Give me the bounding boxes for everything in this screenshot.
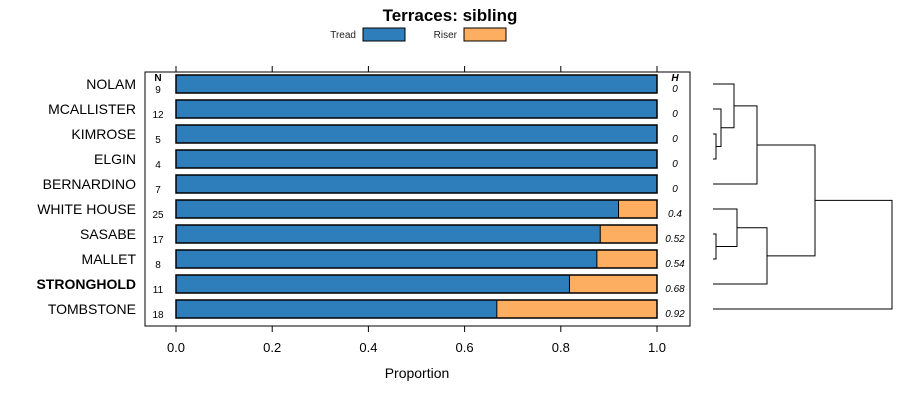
bar-tread — [176, 275, 570, 293]
dendrogram-branch — [713, 227, 768, 285]
dendrogram — [713, 83, 893, 310]
bar-outline — [175, 224, 658, 244]
bar-riser — [600, 225, 657, 243]
row-n-value: 7 — [155, 185, 161, 196]
row-label: WHITE HOUSE — [37, 201, 136, 217]
bar-row: NOLAM 9 0 — [86, 74, 678, 96]
row-h-value: 0.52 — [665, 234, 685, 245]
legend: Tread Riser — [330, 27, 507, 42]
row-n-value: 17 — [152, 235, 164, 246]
bar-row: ELGIN 4 0 — [94, 149, 678, 171]
bar-tread — [176, 150, 657, 168]
legend-swatch-riser — [463, 27, 507, 42]
plot-panel — [144, 71, 691, 327]
n-column-header: N — [154, 73, 161, 84]
bar-tread — [176, 225, 601, 243]
x-tick-label: 1.0 — [648, 340, 666, 355]
chart-title: Terraces: sibling — [383, 6, 518, 25]
bar-outline — [175, 124, 658, 144]
bar-riser — [618, 200, 657, 218]
row-h-value: 0.4 — [668, 209, 682, 220]
row-n-value: 25 — [152, 210, 164, 221]
legend-label-riser: Riser — [434, 30, 458, 41]
bar-outline — [175, 149, 658, 169]
row-label: TOMBSTONE — [48, 301, 136, 317]
bar-tread — [176, 125, 657, 143]
bar-tread — [176, 175, 657, 193]
row-n-value: 11 — [153, 285, 164, 296]
bar-riser — [569, 275, 657, 293]
dendrogram-branch — [713, 233, 717, 260]
bar-outline — [175, 174, 658, 194]
dendrogram-branch — [713, 133, 717, 160]
bar-riser — [496, 300, 657, 318]
row-n-value: 12 — [152, 110, 164, 121]
bar-riser — [596, 250, 657, 268]
bar-row: MALLET 8 0.54 — [82, 249, 685, 271]
row-n-value: 4 — [155, 160, 161, 171]
bar-row: STRONGHOLD 11 0.68 — [36, 274, 685, 296]
row-h-value: 0 — [672, 109, 678, 120]
bar-tread — [176, 250, 597, 268]
bar-row: MCALLISTER 12 0 — [48, 99, 678, 121]
row-label: MALLET — [82, 251, 137, 267]
h-column-header: H — [671, 73, 679, 84]
bar-outline — [175, 199, 658, 219]
bar-row: BERNARDINO 7 0 — [43, 174, 678, 196]
x-tick-label: 0.6 — [456, 340, 474, 355]
bar-row: TOMBSTONE 18 0.92 — [48, 299, 685, 321]
bar-tread — [176, 300, 497, 318]
dendrogram-branch — [713, 199, 893, 310]
row-h-value: 0.54 — [665, 259, 685, 270]
x-axis: 0.0 0.2 0.4 0.6 0.8 1.0 — [167, 66, 666, 355]
row-h-value: 0 — [672, 134, 678, 145]
x-tick-label: 0.8 — [552, 340, 570, 355]
bar-tread — [176, 200, 619, 218]
bar-row: WHITE HOUSE 25 0.4 — [37, 199, 682, 221]
bar-row: SASABE 17 0.52 — [80, 224, 685, 246]
legend-label-tread: Tread — [330, 30, 356, 41]
row-n-value: 9 — [155, 85, 161, 96]
row-n-value: 18 — [152, 310, 164, 321]
legend-swatch-tread — [362, 27, 406, 42]
bar-outline — [175, 99, 658, 119]
dendrogram-branch — [713, 108, 722, 147]
row-h-value: 0 — [672, 84, 678, 95]
bar-outline — [175, 249, 658, 269]
row-label: SASABE — [80, 226, 136, 242]
bar-tread — [176, 75, 657, 93]
row-h-value: 0 — [672, 159, 678, 170]
bar-tread — [176, 100, 657, 118]
row-n-value: 5 — [155, 135, 161, 146]
dendrogram-branch — [713, 83, 735, 129]
row-h-value: 0.92 — [665, 309, 685, 320]
bar-outline — [175, 299, 658, 319]
row-label: ELGIN — [94, 151, 136, 167]
x-tick-label: 0.2 — [263, 340, 281, 355]
row-label: MCALLISTER — [48, 101, 136, 117]
bar-outline — [175, 274, 658, 294]
bar-outline — [175, 74, 658, 94]
x-tick-label: 0.4 — [359, 340, 377, 355]
row-n-value: 8 — [155, 260, 161, 271]
dendrogram-branch — [713, 105, 758, 185]
row-label: NOLAM — [86, 76, 136, 92]
row-h-value: 0.68 — [665, 284, 685, 295]
dendrogram-branch — [713, 208, 738, 247]
row-label: STRONGHOLD — [36, 276, 136, 292]
row-h-value: 0 — [672, 184, 678, 195]
bar-row: KIMROSE 5 0 — [71, 124, 678, 146]
row-label: KIMROSE — [71, 126, 136, 142]
x-axis-title: Proportion — [385, 365, 450, 381]
x-tick-label: 0.0 — [167, 340, 185, 355]
row-label: BERNARDINO — [43, 176, 136, 192]
dendrogram-branch — [757, 144, 816, 257]
